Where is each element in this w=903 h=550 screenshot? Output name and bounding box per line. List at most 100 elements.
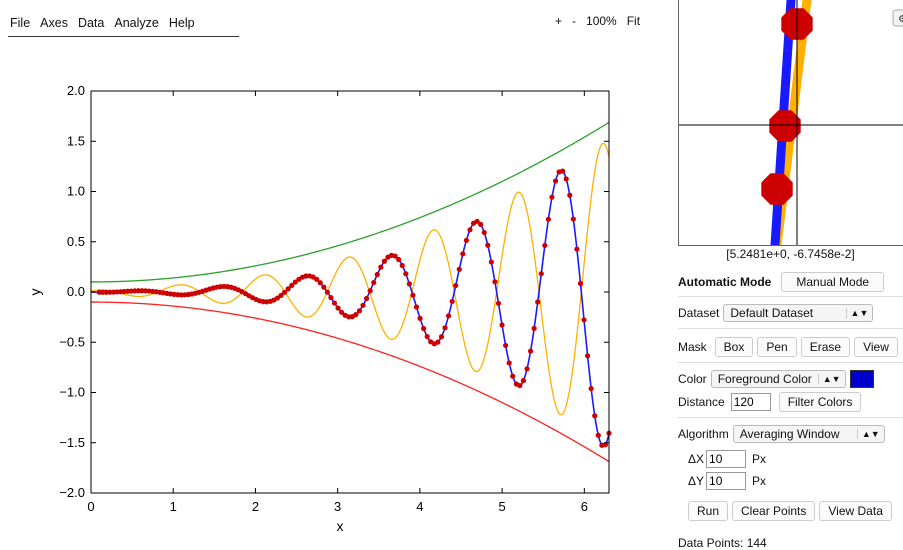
upper-envelope-line bbox=[91, 121, 610, 283]
actions-row: Run Clear Points View Data bbox=[678, 501, 903, 521]
data-point bbox=[410, 292, 416, 298]
data-point bbox=[495, 300, 502, 306]
data-point bbox=[474, 218, 480, 224]
data-point bbox=[135, 288, 142, 294]
data-point bbox=[356, 308, 363, 314]
data-point bbox=[100, 289, 106, 295]
gear-icon: ⚙ bbox=[898, 14, 903, 25]
dy-input[interactable] bbox=[706, 472, 747, 490]
view-data-button[interactable]: View Data bbox=[819, 501, 892, 521]
data-point bbox=[371, 279, 377, 286]
menu-analyze[interactable]: Analyze bbox=[114, 16, 159, 30]
menu-bar: File Axes Data Analyze Help bbox=[8, 8, 239, 37]
y-tick-label: −2.0 bbox=[59, 485, 85, 500]
data-point bbox=[485, 242, 491, 248]
data-point bbox=[421, 325, 427, 332]
data-point bbox=[581, 317, 587, 323]
manual-mode-tab[interactable]: Manual Mode bbox=[781, 272, 885, 292]
data-point bbox=[353, 312, 359, 318]
data-point bbox=[463, 237, 470, 243]
filter-colors-button[interactable]: Filter Colors bbox=[778, 392, 862, 412]
data-point bbox=[456, 266, 462, 272]
data-point bbox=[281, 289, 288, 295]
dataset-row: Dataset Default Dataset ▲▼ bbox=[678, 304, 903, 322]
dx-row: ΔX Px bbox=[678, 450, 903, 468]
data-point bbox=[445, 313, 452, 319]
data-point bbox=[577, 280, 584, 287]
menu-help[interactable]: Help bbox=[168, 16, 195, 30]
plot-canvas[interactable]: 0 1 2 3 4 5 6 2.0 1.5 1.0 0.5 0.0 −0.5 −1.0 −1.5 −2.0 x y bbox=[0, 60, 640, 550]
mask-pen-button[interactable]: Pen bbox=[757, 337, 797, 357]
data-point bbox=[478, 221, 484, 227]
menu-axes[interactable]: Axes bbox=[40, 16, 68, 30]
data-point bbox=[274, 295, 281, 301]
data-point bbox=[406, 281, 412, 287]
data-point bbox=[442, 325, 448, 331]
data-point bbox=[374, 271, 380, 278]
color-swatch[interactable] bbox=[849, 370, 874, 388]
data-point bbox=[595, 432, 601, 438]
data-point bbox=[413, 304, 420, 310]
data-point bbox=[492, 279, 498, 285]
algorithm-label: Algorithm bbox=[678, 427, 729, 441]
dataset-select[interactable]: Default Dataset ▲▼ bbox=[723, 304, 874, 322]
mask-view-button[interactable]: View bbox=[854, 337, 898, 357]
data-point bbox=[588, 385, 594, 392]
data-point bbox=[552, 178, 559, 184]
menu-file[interactable]: File bbox=[10, 16, 31, 30]
data-point bbox=[585, 353, 591, 359]
mask-row: Mask Box Pen Erase View bbox=[678, 337, 903, 357]
dataset-value: Default Dataset bbox=[730, 306, 814, 320]
automatic-mode-tab[interactable]: Automatic Mode bbox=[678, 275, 772, 289]
data-point bbox=[535, 299, 541, 305]
distance-input[interactable] bbox=[730, 393, 771, 411]
data-point bbox=[378, 264, 384, 270]
data-point bbox=[563, 176, 569, 182]
y-axis-label: y bbox=[27, 289, 43, 296]
x-tick-label: 0 bbox=[87, 499, 94, 514]
zoom-controls: + - 100% Fit bbox=[555, 14, 640, 28]
color-select[interactable]: Foreground Color ▲▼ bbox=[710, 370, 846, 388]
x-tick-label: 6 bbox=[581, 499, 588, 514]
data-point bbox=[317, 280, 323, 286]
select-arrows-icon: ▲▼ bbox=[817, 374, 841, 384]
y-tick-label: 2.0 bbox=[67, 83, 85, 98]
divider bbox=[678, 296, 903, 297]
data-point bbox=[510, 373, 516, 379]
data-point bbox=[524, 366, 530, 372]
data-point bbox=[399, 262, 405, 269]
dx-unit: Px bbox=[752, 452, 767, 466]
data-point bbox=[460, 251, 466, 257]
select-arrows-icon: ▲▼ bbox=[856, 429, 880, 439]
data-point bbox=[527, 348, 534, 354]
data-point bbox=[392, 253, 398, 259]
dx-label: ΔX bbox=[688, 452, 705, 466]
zoom-in-button[interactable]: + bbox=[555, 14, 563, 28]
dataset-label: Dataset bbox=[678, 306, 720, 320]
clear-points-button[interactable]: Clear Points bbox=[732, 501, 816, 521]
zoom-level: 100% bbox=[586, 14, 617, 28]
data-point bbox=[285, 286, 291, 292]
data-point bbox=[367, 288, 373, 294]
run-button[interactable]: Run bbox=[688, 501, 729, 521]
dx-input[interactable] bbox=[706, 450, 747, 468]
algorithm-select[interactable]: Averaging Window ▲▼ bbox=[732, 425, 885, 443]
zoom-out-button[interactable]: - bbox=[572, 14, 577, 28]
data-point bbox=[453, 282, 459, 289]
mask-erase-button[interactable]: Erase bbox=[800, 337, 851, 357]
dy-label: ΔY bbox=[688, 474, 705, 488]
mask-box-button[interactable]: Box bbox=[714, 337, 754, 357]
y-tick-label: 1.5 bbox=[67, 133, 85, 148]
y-tick-label: 1.0 bbox=[67, 184, 85, 199]
data-points-count: Data Points: 144 bbox=[678, 536, 767, 550]
data-point bbox=[396, 256, 402, 263]
zoom-loupe: ⚙ bbox=[678, 0, 903, 246]
data-point bbox=[531, 325, 537, 331]
data-points-row: Data Points: 144 bbox=[678, 536, 903, 550]
menu-data[interactable]: Data bbox=[77, 16, 105, 30]
zoom-fit-button[interactable]: Fit bbox=[626, 14, 641, 28]
chart-svg[interactable]: 0 1 2 3 4 5 6 2.0 1.5 1.0 0.5 0.0 −0.5 −1.0 −1.5 −2.0 x y bbox=[0, 60, 640, 550]
x-tick-label: 5 bbox=[498, 499, 505, 514]
data-point bbox=[278, 292, 284, 299]
side-panel: ⚙ [5.2481e+0, -6.7458e-2] Automatic Mode… bbox=[672, 0, 903, 550]
